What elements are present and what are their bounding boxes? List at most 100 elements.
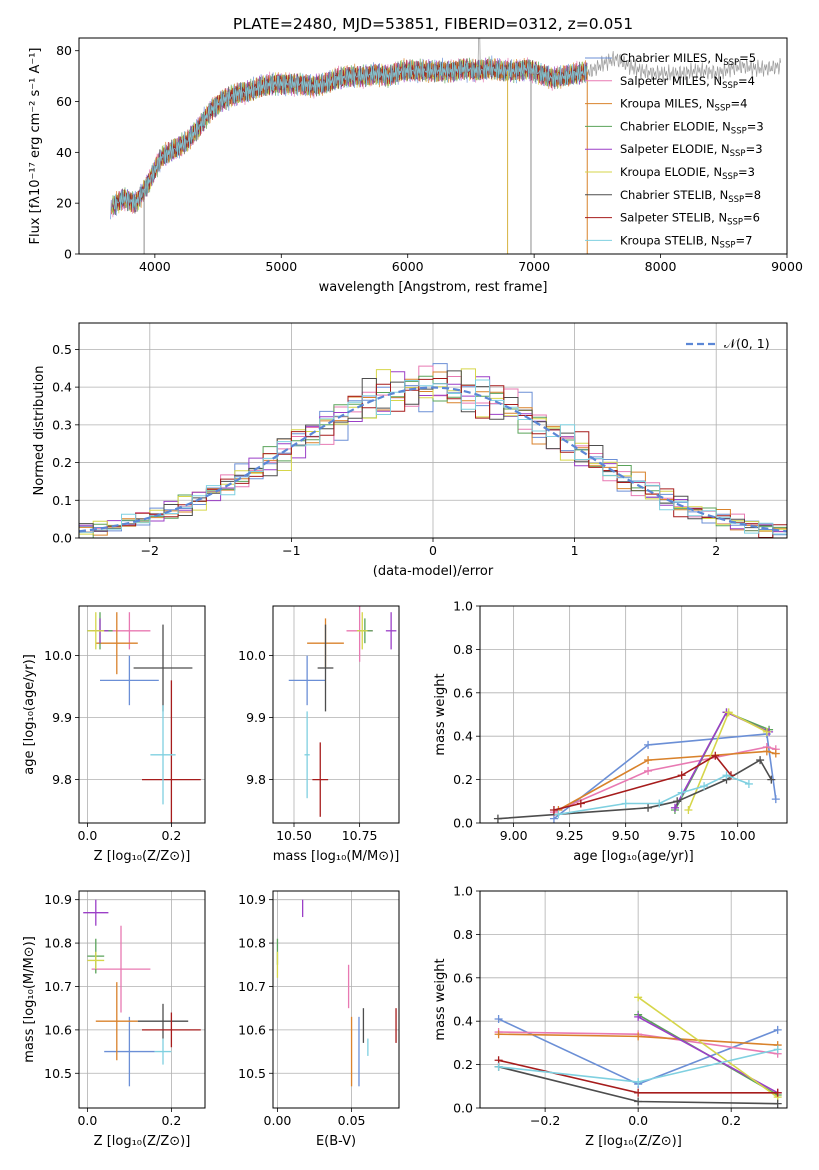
mass-weight-point xyxy=(634,993,643,1002)
chart-title: PLATE=2480, MJD=53851, FIBERID=0312, z=0… xyxy=(233,15,633,33)
x-axis-label: (data-model)/error xyxy=(373,564,494,579)
error-bars xyxy=(288,606,397,817)
legend-entry: Chabrier ELODIE, NSSP=3 xyxy=(620,119,764,136)
y-axis-label: mass [log₁₀(M/M⊙)] xyxy=(22,936,37,1063)
y-tick-label: 0.2 xyxy=(52,455,72,470)
mass-weight-point xyxy=(634,1032,643,1041)
mass-weight-line xyxy=(553,746,776,813)
x-tick-label: 0.05 xyxy=(338,1113,366,1128)
mass-vs-Z-panel: 0.0 0.2 10.5 10.6 10.7 10.8 10.9 Z [log₁₀(Z/Z⊙)… xyxy=(22,890,206,1149)
x-tick-label: 9.00 xyxy=(500,828,528,843)
y-axis-label: Flux [fλ10⁻¹⁷ erg cm⁻² s⁻¹ A⁻¹] xyxy=(28,48,43,245)
y-tick-label: 0 xyxy=(64,247,72,262)
mass-weight-point xyxy=(644,803,653,812)
spectrum-lines xyxy=(110,38,782,254)
x-tick-label: −2 xyxy=(141,543,159,558)
y-tick-label: 0.6 xyxy=(453,685,473,700)
mass-weight-line xyxy=(637,996,779,1098)
y-tick-label: 10.8 xyxy=(238,936,266,951)
y-axis-label: age [log₁₀(age/yr)] xyxy=(22,654,37,775)
y-tick-label: 10.0 xyxy=(238,648,266,663)
mass-weight-point xyxy=(655,799,664,808)
age-vs-Z-panel: 0.0 0.2 9.8 9.9 10.0 Z [log₁₀(Z/Z⊙)] age [log₁… xyxy=(22,605,206,864)
x-axis-label: Z [log₁₀(Z/Z⊙)] xyxy=(94,1134,191,1149)
y-tick-label: 10.9 xyxy=(44,892,72,907)
mass-weight-line xyxy=(558,750,776,811)
y-tick-label: 0.6 xyxy=(453,970,473,985)
y-tick-label: 80 xyxy=(56,43,72,58)
x-tick-label: 0.2 xyxy=(161,828,181,843)
legend-entry: Chabrier MILES, NSSP=5 xyxy=(620,51,756,68)
x-tick-label: 0 xyxy=(429,543,437,558)
mass-weight-point xyxy=(773,1088,782,1097)
y-tick-label: 10.0 xyxy=(44,648,72,663)
y-tick-label: 0.8 xyxy=(453,927,473,942)
x-tick-label: 6000 xyxy=(392,259,424,274)
mass-weight-point xyxy=(621,799,630,808)
y-tick-label: 0.2 xyxy=(453,772,473,787)
mass-weight-point xyxy=(773,1099,782,1108)
x-axis-label: Z [log₁₀(Z/Z⊙)] xyxy=(94,849,191,864)
legend-entry: Salpeter STELIB, NSSP=6 xyxy=(620,211,760,228)
mass-weight-line xyxy=(553,733,777,820)
y-tick-label: 1.0 xyxy=(453,884,473,899)
x-axis-label: E(B-V) xyxy=(316,1134,356,1149)
mass-weight-line xyxy=(497,759,772,820)
y-tick-label: 0.4 xyxy=(453,729,473,744)
model-spectrum-line xyxy=(113,57,588,214)
mass-weight-point xyxy=(634,1012,643,1021)
y-tick-label: 0.8 xyxy=(453,642,473,657)
x-tick-label: 0.00 xyxy=(264,1113,292,1128)
mass-weight-point xyxy=(634,1097,643,1106)
x-tick-label: 5000 xyxy=(265,259,297,274)
mass-weight-point xyxy=(644,756,653,765)
x-tick-label: 2 xyxy=(712,543,720,558)
x-tick-label: 0.0 xyxy=(77,828,97,843)
x-tick-label: 9.50 xyxy=(612,828,640,843)
y-axis-label: mass weight xyxy=(433,673,448,755)
error-bars xyxy=(83,899,201,1087)
spectrum-panel: 4000 5000 6000 7000 8000 9000 0 20 40 60 80 wavelen… xyxy=(28,15,803,295)
y-tick-label: 0.4 xyxy=(453,1014,473,1029)
mass-weight-vs-Z-panel: −0.2 0.0 0.2 0.0 0.2 0.4 0.6 0.8 1.0 Z [log₁₀(Z/Z… xyxy=(433,884,788,1149)
y-tick-label: 0.2 xyxy=(453,1057,473,1072)
x-tick-label: 10.50 xyxy=(276,828,312,843)
y-tick-label: 10.6 xyxy=(238,1022,266,1037)
mass-weight-point xyxy=(634,1077,643,1086)
mass-weight-point xyxy=(724,708,733,717)
axes-frame xyxy=(479,605,788,824)
y-tick-label: 0.0 xyxy=(453,816,473,831)
y-tick-label: 9.8 xyxy=(246,772,266,787)
y-tick-label: 10.8 xyxy=(44,936,72,951)
x-tick-label: −1 xyxy=(282,543,300,558)
x-tick-label: −0.2 xyxy=(530,1113,560,1128)
y-tick-label: 10.5 xyxy=(44,1066,72,1081)
legend-entry: Chabrier STELIB, NSSP=8 xyxy=(620,188,761,205)
y-axis-label: Normed distribution xyxy=(32,366,47,496)
age-vs-mass-panel: 10.50 10.75 9.8 9.9 10.0 mass [log₁₀(M/M⊙)] xyxy=(238,605,400,864)
normal-reference-curve xyxy=(79,386,787,533)
y-tick-label: 0.3 xyxy=(52,417,72,432)
mass-weight-point xyxy=(700,782,709,791)
x-tick-label: 9.75 xyxy=(668,828,696,843)
mass-weight-point xyxy=(494,1015,503,1024)
mass-weight-point xyxy=(744,779,753,788)
y-tick-label: 60 xyxy=(56,94,72,109)
x-tick-label: 10.75 xyxy=(342,828,378,843)
x-axis-label: wavelength [Angstrom, rest frame] xyxy=(319,280,548,295)
mass-weight-point xyxy=(771,795,780,804)
x-tick-label: 4000 xyxy=(139,259,171,274)
mass-weight-point xyxy=(677,771,686,780)
axes-frame xyxy=(272,890,400,1109)
y-tick-label: 10.7 xyxy=(44,979,72,994)
legend-entry: Kroupa STELIB, NSSP=7 xyxy=(620,233,752,250)
x-axis-label: mass [log₁₀(M/M⊙)] xyxy=(273,849,400,864)
y-tick-label: 10.6 xyxy=(44,1022,72,1037)
histograms xyxy=(79,363,787,538)
axes-frame xyxy=(78,37,788,255)
mass-weight-point xyxy=(494,1030,503,1039)
x-tick-label: 1 xyxy=(571,543,579,558)
mass-vs-EBV-panel: 0.00 0.05 10.5 10.6 10.7 10.8 10.9 E(B-V) xyxy=(238,890,400,1149)
mass-weight-point xyxy=(762,727,771,736)
